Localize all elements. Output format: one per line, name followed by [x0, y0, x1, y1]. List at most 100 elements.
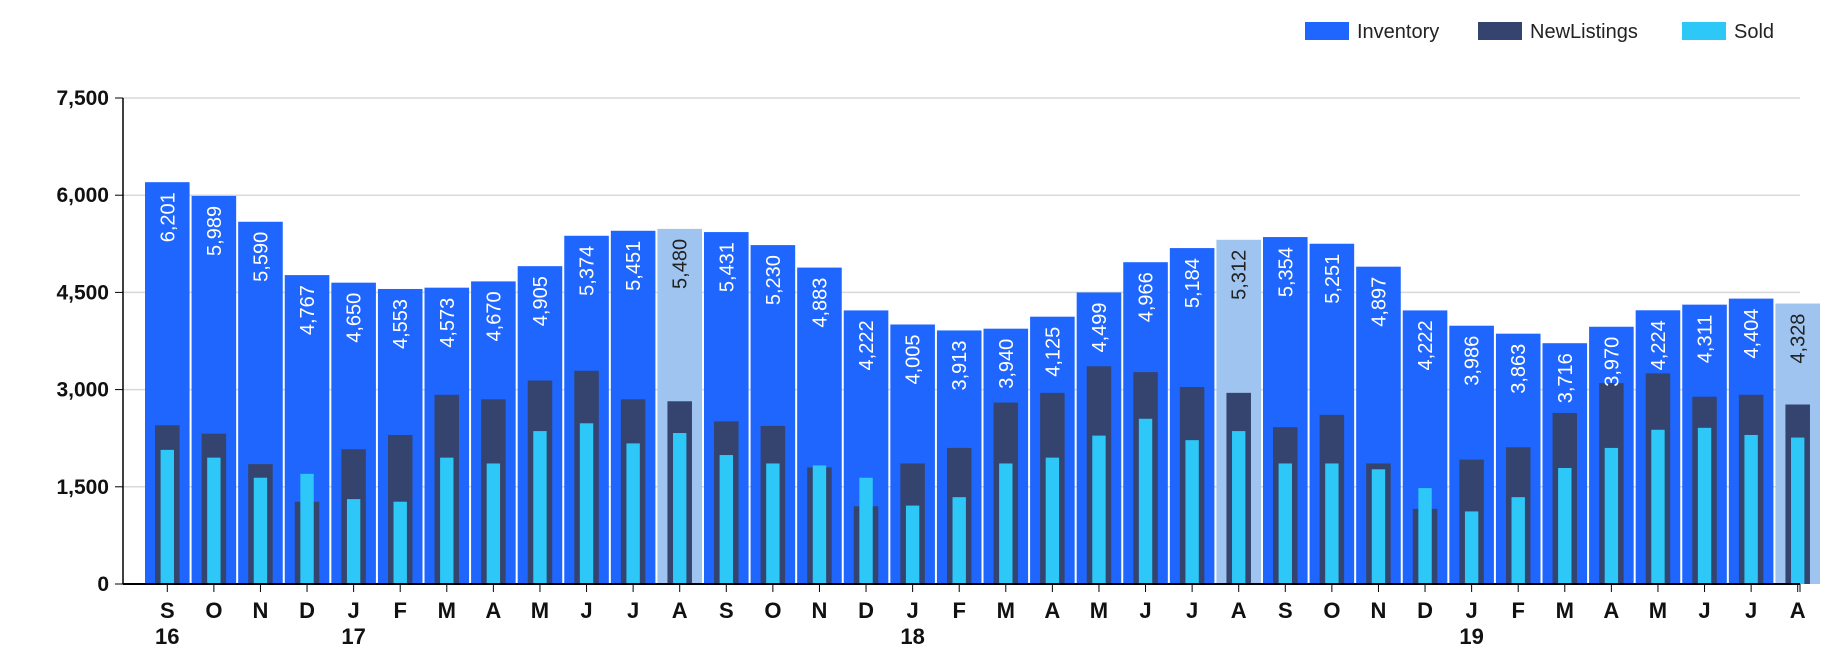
x-tick-label: M: [1090, 598, 1108, 623]
sold-bar: [1791, 437, 1805, 584]
y-tick-label: 7,500: [56, 87, 109, 110]
sold-bar: [160, 449, 174, 584]
sold-bar: [719, 455, 733, 584]
inventory-data-label: 4,905: [530, 276, 552, 326]
sold-bar: [905, 505, 920, 584]
inventory-data-label: 4,883: [809, 278, 831, 328]
legend: Inventory NewListings Sold: [1305, 21, 1774, 43]
x-tick-label: S: [160, 598, 175, 623]
x-tick-label: D: [299, 598, 315, 623]
sold-bar: [1185, 440, 1199, 584]
inventory-data-label: 4,553: [390, 299, 412, 349]
sold-bar: [1511, 497, 1525, 584]
sold-bar: [1464, 511, 1479, 584]
x-year-label: 17: [341, 624, 365, 649]
x-year-label: 18: [900, 624, 924, 649]
inventory-data-label: 3,970: [1601, 337, 1623, 387]
sold-bar: [766, 463, 780, 584]
sold-bar: [1418, 488, 1432, 584]
sold-bar: [533, 431, 547, 584]
sold-bar: [300, 473, 314, 584]
y-tick-label: 4,500: [56, 281, 109, 304]
x-tick-label: J: [348, 598, 360, 623]
inventory-data-label: 4,897: [1368, 277, 1390, 327]
x-tick-label: J: [1466, 598, 1478, 623]
x-tick-label: J: [1139, 598, 1151, 623]
inventory-data-label: 5,590: [250, 232, 272, 282]
x-tick-label: A: [672, 598, 688, 623]
inventory-data-label: 5,230: [763, 255, 785, 305]
sold-bar: [486, 463, 501, 584]
legend-swatch-newlistings: [1478, 22, 1522, 40]
x-tick-label: N: [1371, 598, 1387, 623]
sold-bar: [626, 443, 640, 584]
inventory-data-label: 4,005: [903, 334, 925, 384]
sold-bar: [393, 501, 407, 584]
x-tick-label: M: [438, 598, 456, 623]
inventory-data-label: 4,328: [1788, 314, 1810, 364]
sold-bar: [1138, 418, 1153, 584]
inventory-data-label: 4,499: [1089, 302, 1111, 352]
legend-swatch-inventory: [1305, 22, 1349, 40]
x-tick-label: M: [1649, 598, 1667, 623]
x-tick-label: J: [627, 598, 639, 623]
x-tick-label: O: [764, 598, 781, 623]
inventory-data-label: 4,573: [437, 298, 459, 348]
x-tick-label: F: [1511, 598, 1524, 623]
inventory-data-label: 5,451: [623, 241, 645, 291]
x-tick-label: A: [1231, 598, 1247, 623]
x-tick-label: O: [205, 598, 222, 623]
inventory-data-label: 5,480: [670, 239, 692, 289]
sold-bar: [253, 477, 268, 584]
x-tick-label: N: [812, 598, 828, 623]
legend-label-inventory: Inventory: [1357, 21, 1439, 43]
x-tick-label: A: [1044, 598, 1060, 623]
inventory-data-label: 4,966: [1136, 272, 1158, 322]
sold-bar: [1651, 429, 1665, 584]
inventory-data-label: 5,374: [577, 246, 599, 296]
inventory-data-label: 4,404: [1741, 309, 1763, 359]
x-year-label: 19: [1459, 624, 1483, 649]
sold-bar: [1045, 457, 1060, 584]
y-tick-label: 1,500: [56, 476, 109, 499]
x-tick-label: S: [1278, 598, 1293, 623]
inventory-data-label: 5,431: [716, 242, 738, 292]
inventory-data-label: 5,184: [1182, 258, 1204, 308]
y-tick-label: 6,000: [56, 184, 109, 207]
legend-swatch-sold: [1682, 22, 1726, 40]
inventory-data-label: 3,863: [1508, 344, 1530, 394]
sold-bar: [952, 497, 966, 584]
inventory-data-label: 4,222: [1415, 320, 1437, 370]
y-tick-label: 3,000: [56, 379, 109, 402]
legend-label-sold: Sold: [1734, 21, 1774, 43]
x-tick-label: A: [1603, 598, 1619, 623]
sold-bar: [1744, 434, 1758, 584]
sold-bar: [859, 477, 873, 584]
x-tick-label: D: [858, 598, 874, 623]
x-tick-label: M: [1556, 598, 1574, 623]
inventory-data-label: 5,251: [1322, 254, 1344, 304]
sold-bar: [673, 433, 687, 584]
inventory-data-label: 3,940: [996, 339, 1018, 389]
x-tick-label: M: [531, 598, 549, 623]
x-tick-label: D: [1417, 598, 1433, 623]
x-tick-label: S: [719, 598, 734, 623]
inventory-data-label: 3,716: [1555, 353, 1577, 403]
inventory-data-label: 3,986: [1462, 336, 1484, 386]
inventory-data-label: 5,354: [1275, 247, 1297, 297]
inventory-data-label: 4,125: [1042, 327, 1064, 377]
x-tick-label: M: [997, 598, 1015, 623]
x-tick-label: N: [253, 598, 269, 623]
inventory-data-label: 4,224: [1648, 320, 1670, 370]
x-tick-label: O: [1323, 598, 1340, 623]
sold-bar: [346, 499, 361, 584]
inventory-data-label: 4,311: [1695, 315, 1717, 364]
sold-bar: [440, 457, 454, 584]
x-tick-label: J: [1745, 598, 1757, 623]
sold-bar: [1325, 463, 1339, 584]
x-tick-label: A: [485, 598, 501, 623]
y-tick-label: 0: [97, 573, 109, 596]
sold-bar: [1092, 435, 1106, 584]
